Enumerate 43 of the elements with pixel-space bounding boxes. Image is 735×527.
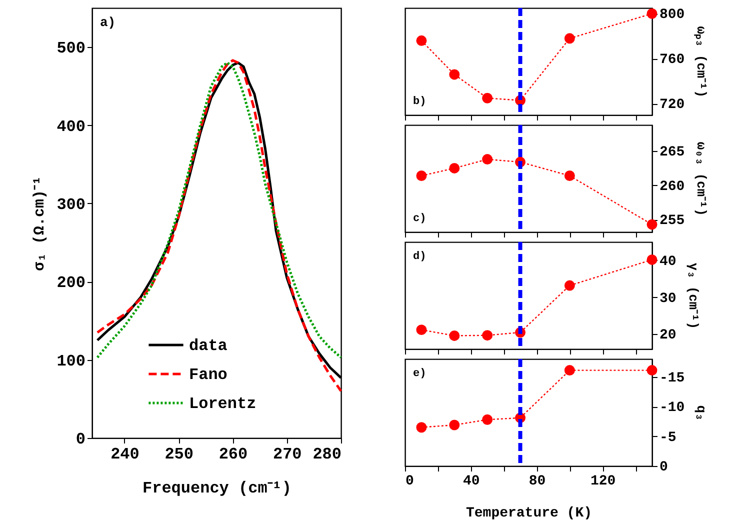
x-tick-label: 0 [406,474,414,490]
x-tick-label: 280 [312,446,342,464]
y-tick-label: 300 [56,196,86,214]
y2-tick-label: 720 [660,97,685,114]
y2-tick-label: 800 [660,7,685,24]
y2-tick-label: 0 [660,460,668,476]
y2-axis-title: γ₃ (cm⁻¹) [685,262,700,330]
y-tick-label: 400 [56,118,86,136]
y2-tick-label: -15 [660,370,685,386]
y2-tick-label: 20 [660,328,676,344]
y-tick-label: 500 [56,40,86,58]
x-tick-label: 250 [164,446,194,464]
y2-tick-label: 40 [660,254,676,270]
x-tick-label: 240 [110,446,140,464]
y-tick-label: 200 [56,274,86,292]
x-tick-label: 80 [528,474,546,490]
annotation: a) [100,15,116,30]
annotation: c) [413,213,426,225]
y2-tick-label: 760 [660,52,685,68]
x-tick-label: 120 [590,474,616,490]
legend-label: Lorentz [189,395,256,413]
y-tick-label: 0 [76,430,86,448]
y-axis-title: σ₁ (Ω.cm)⁻¹ [32,176,49,272]
x-tick-label: 260 [218,446,248,464]
legend-label: Fano [189,366,228,384]
y2-tick-label: 30 [660,290,676,307]
y2-tick-label: 255 [660,213,685,230]
x-axis-title: Frequency (cm⁻¹) [142,480,292,498]
annotation: d) [413,251,426,263]
y-tick-label: 100 [56,352,86,370]
y2-axis-title: q₃ [694,405,709,421]
x-tick-label: 40 [462,474,480,490]
y2-axis-title: ω₀₃ (cm⁻¹) [694,142,709,216]
y2-tick-label: 260 [660,178,685,195]
x-axis-title: Temperature (K) [466,506,592,522]
legend-label: data [189,337,228,355]
annotation: b) [413,96,426,108]
annotation: e) [413,368,426,380]
y2-tick-label: -5 [660,430,676,446]
y2-tick-label: 265 [660,144,685,161]
x-tick-label: 270 [272,446,302,464]
y2-axis-title: ωₚ₃ (cm⁻¹) [694,26,709,98]
y2-tick-label: -10 [660,400,685,416]
